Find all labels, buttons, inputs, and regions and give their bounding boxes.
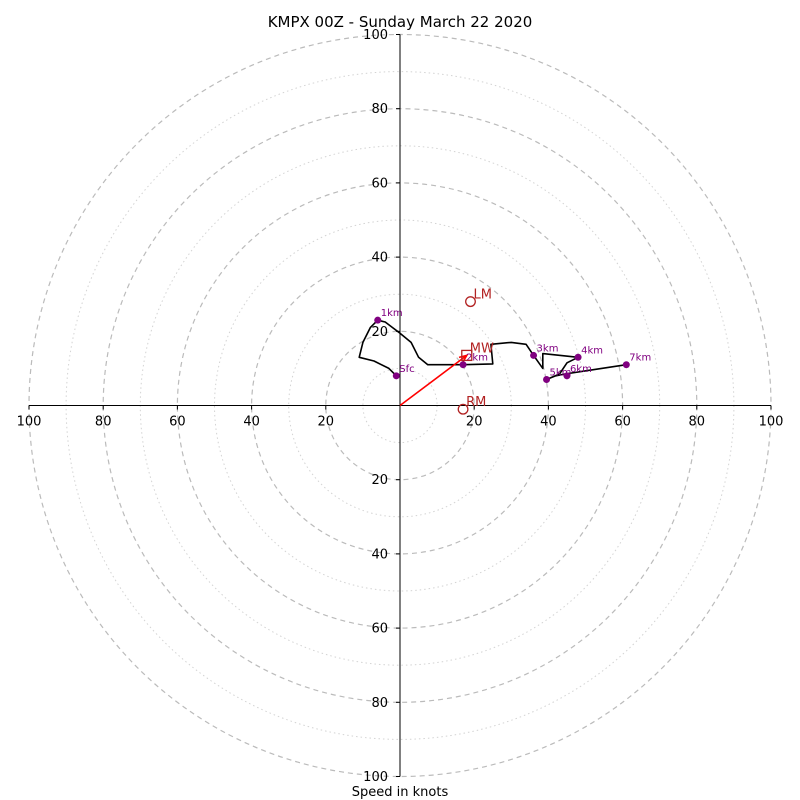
y-tick-label: 100	[363, 28, 388, 43]
height-marker-label: 5km	[550, 368, 572, 379]
height-marker-point	[459, 361, 467, 369]
x-tick-label: 60	[614, 415, 631, 430]
x-tick-label: 60	[169, 415, 186, 430]
storm-motion-markers: LM MW RM	[457, 288, 494, 415]
height-marker-point	[392, 372, 400, 380]
x-tick-label: 80	[689, 415, 706, 430]
x-tick-label: 20	[318, 415, 335, 430]
height-marker-label: Sfc	[399, 364, 414, 375]
x-tick-label: 40	[243, 415, 260, 430]
y-tick-label: 80	[371, 696, 388, 711]
height-marker-point	[574, 353, 582, 361]
storm-motion-label: RM	[466, 395, 486, 410]
height-marker-point	[530, 351, 538, 359]
chart-title: KMPX 00Z - Sunday March 22 2020	[268, 13, 533, 31]
x-tick-label: 80	[95, 415, 112, 430]
storm-motion-marker	[465, 296, 476, 308]
x-tick-label: 40	[540, 415, 557, 430]
axis-tick-labels: 100 80 60 40 20 20 40 60 80 100 100 80 60 40 20 20 40 60 8…	[17, 28, 784, 785]
y-tick-label: 100	[363, 770, 388, 785]
hodograph-trace	[358, 319, 627, 381]
height-marker-point	[622, 361, 630, 369]
y-tick-label: 40	[371, 547, 388, 562]
x-tick-label: 100	[17, 415, 42, 430]
y-tick-label: 40	[371, 251, 388, 266]
storm-motion-marker	[457, 403, 469, 415]
shear-vector-line	[399, 354, 468, 407]
y-tick-label: 60	[371, 622, 388, 637]
y-tick-label: 20	[371, 473, 388, 488]
x-axis-label: Speed in knots	[352, 785, 449, 800]
height-marker-label: 4km	[581, 345, 603, 356]
storm-motion-marker	[461, 349, 473, 362]
storm-motion-label: LM	[473, 288, 491, 303]
hodograph-line	[358, 319, 627, 381]
x-tick-label: 20	[466, 415, 483, 430]
height-marker-label: 3km	[537, 343, 559, 354]
height-marker-label: 6km	[570, 364, 592, 375]
height-marker-label: 7km	[629, 353, 651, 364]
storm-motion-label: MW	[470, 341, 494, 356]
y-tick-label: 80	[371, 102, 388, 117]
height-marker-label: 1km	[381, 308, 403, 319]
height-marker-label: 2km	[466, 353, 488, 364]
height-marker-point	[374, 316, 382, 324]
x-tick-label: 100	[759, 415, 784, 430]
height-marker-point	[543, 376, 551, 384]
height-marker-point	[563, 372, 571, 380]
y-tick-label: 60	[371, 176, 388, 191]
y-tick-label: 20	[371, 325, 388, 340]
